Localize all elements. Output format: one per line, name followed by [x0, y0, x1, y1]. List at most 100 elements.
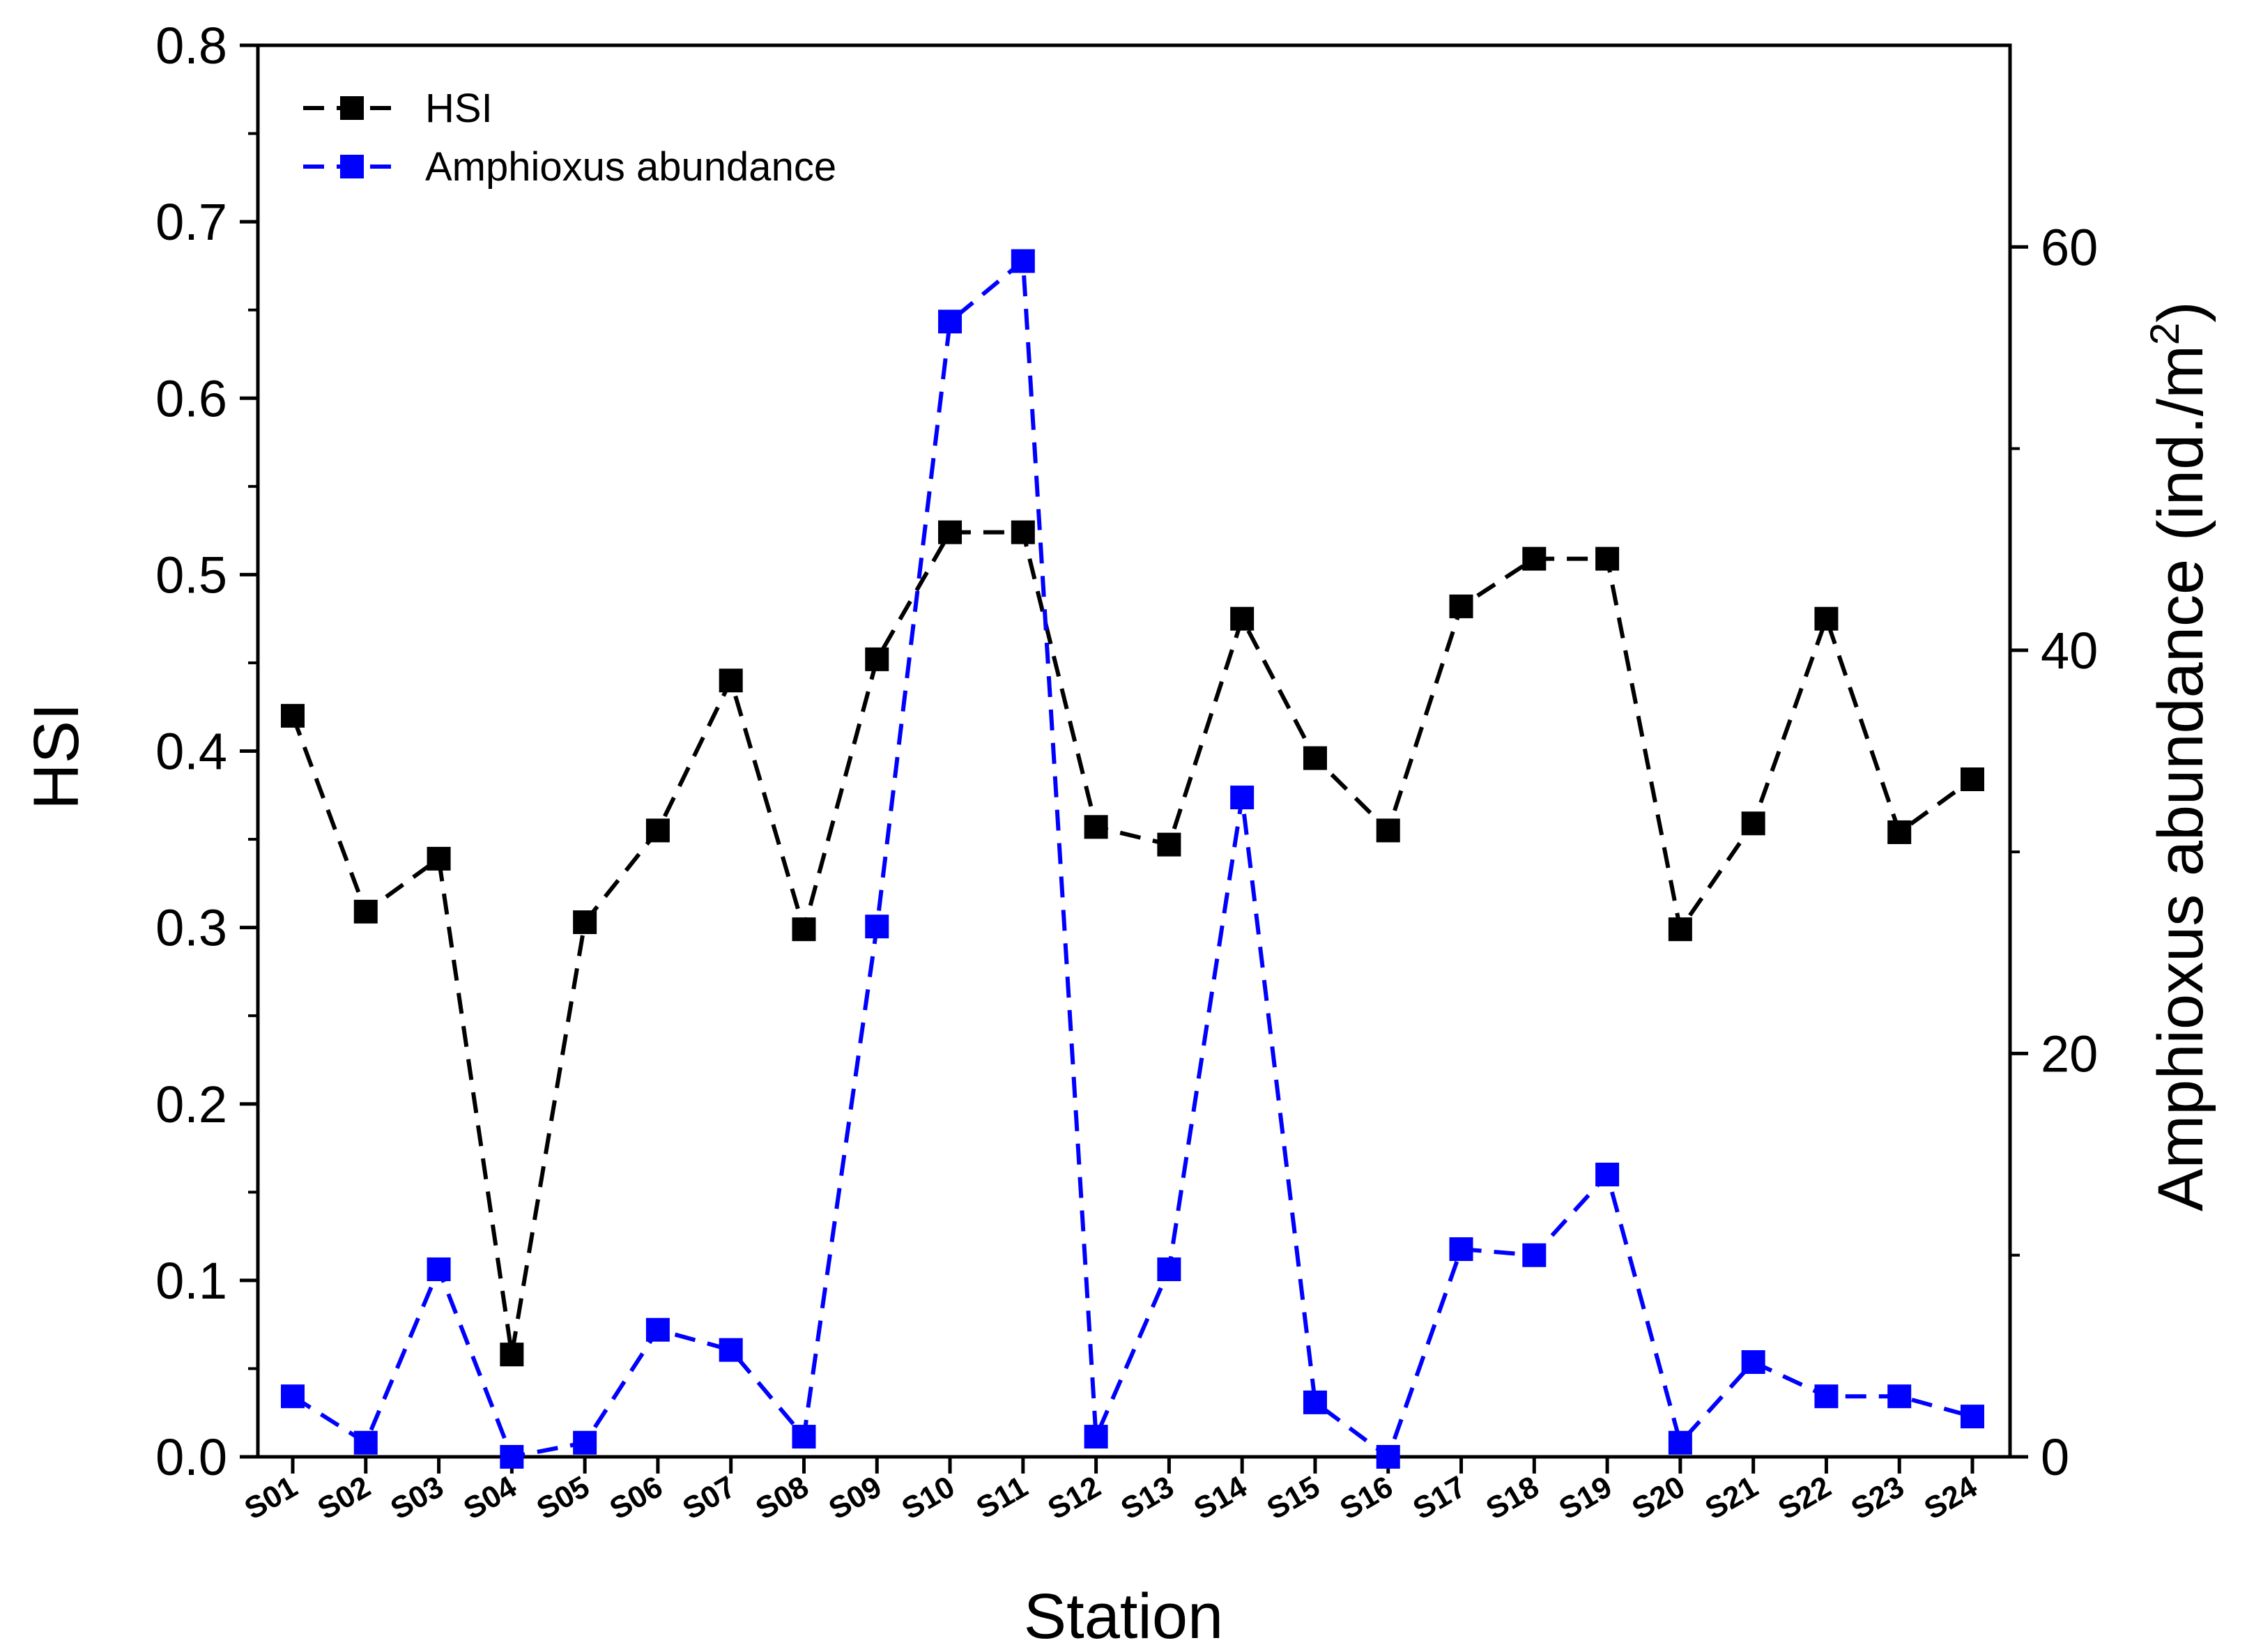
x-tick-label: S03: [385, 1469, 449, 1527]
left-y-axis: 0.0 0.1 0.2 0.3 0.4 0.5 0.6 0.7 0.8: [155, 17, 258, 1486]
data-point: [353, 1430, 378, 1455]
data-point: [1741, 1350, 1765, 1375]
data-point: [1887, 1384, 1912, 1409]
data-point: [1814, 1384, 1839, 1409]
x-tick-label: S17: [1407, 1469, 1471, 1527]
data-point: [573, 910, 597, 935]
y2-axis-title-superscript: 2: [2142, 323, 2188, 345]
legend: HSI Amphioxus abundance: [303, 86, 836, 190]
data-point: [1522, 1243, 1547, 1267]
y-axis-title: HSI: [21, 703, 92, 809]
x-tick-label: S04: [458, 1469, 523, 1527]
data-point: [645, 1317, 670, 1342]
x-tick-label: S16: [1334, 1469, 1398, 1527]
data-point: [938, 309, 963, 334]
left-y-tick-label: 0.7: [155, 193, 227, 251]
data-point: [1011, 520, 1035, 544]
x-tick-label: S18: [1480, 1469, 1544, 1527]
left-y-tick-label: 0.2: [155, 1076, 227, 1133]
left-y-tick-label: 0.5: [155, 546, 227, 604]
data-point: [1595, 1163, 1620, 1186]
right-y-tick-label: 0: [2041, 1428, 2069, 1486]
data-point: [1376, 818, 1400, 843]
legend-marker: [340, 155, 364, 178]
data-point: [500, 1343, 524, 1367]
data-point: [353, 899, 378, 924]
series-layer: [281, 249, 1984, 1469]
data-point: [427, 846, 451, 871]
x-tick-label: S20: [1627, 1469, 1691, 1527]
legend-label: HSI: [425, 86, 493, 131]
series-hsi: [281, 520, 1984, 1367]
data-point: [719, 668, 743, 693]
x-tick-label: S02: [312, 1469, 376, 1527]
data-point: [1814, 606, 1839, 631]
data-point: [1303, 1390, 1327, 1414]
data-point: [1230, 606, 1255, 631]
x-tick-label: S14: [1188, 1469, 1253, 1527]
data-point: [1157, 1257, 1181, 1281]
data-point: [1522, 546, 1547, 571]
x-tick-label: S22: [1772, 1469, 1836, 1527]
x-tick-label: S09: [823, 1469, 887, 1527]
y2-axis-title-main: Amphioxus abundance (ind./m: [2145, 345, 2216, 1211]
data-point: [281, 1384, 305, 1409]
data-point: [427, 1257, 451, 1281]
data-point: [500, 1445, 524, 1469]
data-point: [865, 915, 889, 939]
data-point: [1376, 1445, 1400, 1469]
data-point: [1961, 767, 1984, 791]
x-tick-label: S01: [239, 1469, 303, 1527]
data-point: [1887, 820, 1912, 844]
right-y-axis: 0 20 40 60: [2010, 218, 2098, 1486]
right-y-tick-label: 40: [2041, 622, 2098, 680]
data-point: [1084, 1425, 1108, 1449]
data-point: [1011, 249, 1035, 273]
data-point: [1230, 786, 1255, 810]
right-y-tick-label: 20: [2041, 1025, 2098, 1083]
legend-marker: [340, 96, 364, 120]
y2-axis-title: Amphioxus abundance (ind./m2): [2142, 301, 2216, 1211]
left-y-tick-label: 0.8: [155, 17, 227, 75]
y2-axis-title-close: ): [2145, 301, 2216, 323]
left-y-tick-label: 0.6: [155, 369, 227, 427]
data-point: [1449, 594, 1473, 618]
data-point: [645, 818, 670, 843]
x-tick-label: S07: [677, 1469, 741, 1527]
data-point: [1668, 1430, 1692, 1455]
data-point: [792, 1425, 816, 1449]
data-point: [1449, 1237, 1473, 1262]
plot-border: [256, 43, 2012, 1459]
x-tick-label: S11: [971, 1469, 1034, 1525]
series-amphioxus-abundance: [281, 249, 1984, 1469]
left-y-tick-label: 0.1: [155, 1252, 227, 1310]
data-point: [281, 703, 305, 728]
data-point: [1303, 746, 1327, 770]
series-line: [291, 257, 1973, 1460]
x-tick-label: S12: [1042, 1469, 1106, 1527]
x-tick-label: S13: [1115, 1469, 1179, 1527]
data-point: [938, 520, 963, 544]
x-tick-label: S19: [1554, 1469, 1618, 1527]
data-point: [1961, 1405, 1984, 1429]
right-y-tick-label: 60: [2041, 218, 2098, 276]
x-tick-label: S24: [1919, 1469, 1984, 1527]
x-tick-label: S05: [531, 1469, 595, 1527]
data-point: [792, 917, 816, 942]
left-y-tick-label: 0.0: [155, 1428, 227, 1486]
data-point: [1084, 815, 1108, 839]
x-tick-label: S15: [1261, 1469, 1326, 1527]
x-tick-label: S21: [1699, 1469, 1763, 1527]
left-y-tick-label: 0.4: [155, 723, 227, 781]
data-point: [1668, 917, 1692, 942]
data-point: [865, 647, 889, 671]
data-point: [1741, 811, 1765, 836]
data-point: [573, 1430, 597, 1455]
data-point: [1157, 832, 1181, 857]
x-tick-label: S23: [1846, 1469, 1910, 1527]
plot-frame: [256, 43, 2012, 1459]
left-y-tick-label: 0.3: [155, 899, 227, 957]
series-line: [291, 530, 1974, 1355]
data-point: [719, 1338, 743, 1362]
